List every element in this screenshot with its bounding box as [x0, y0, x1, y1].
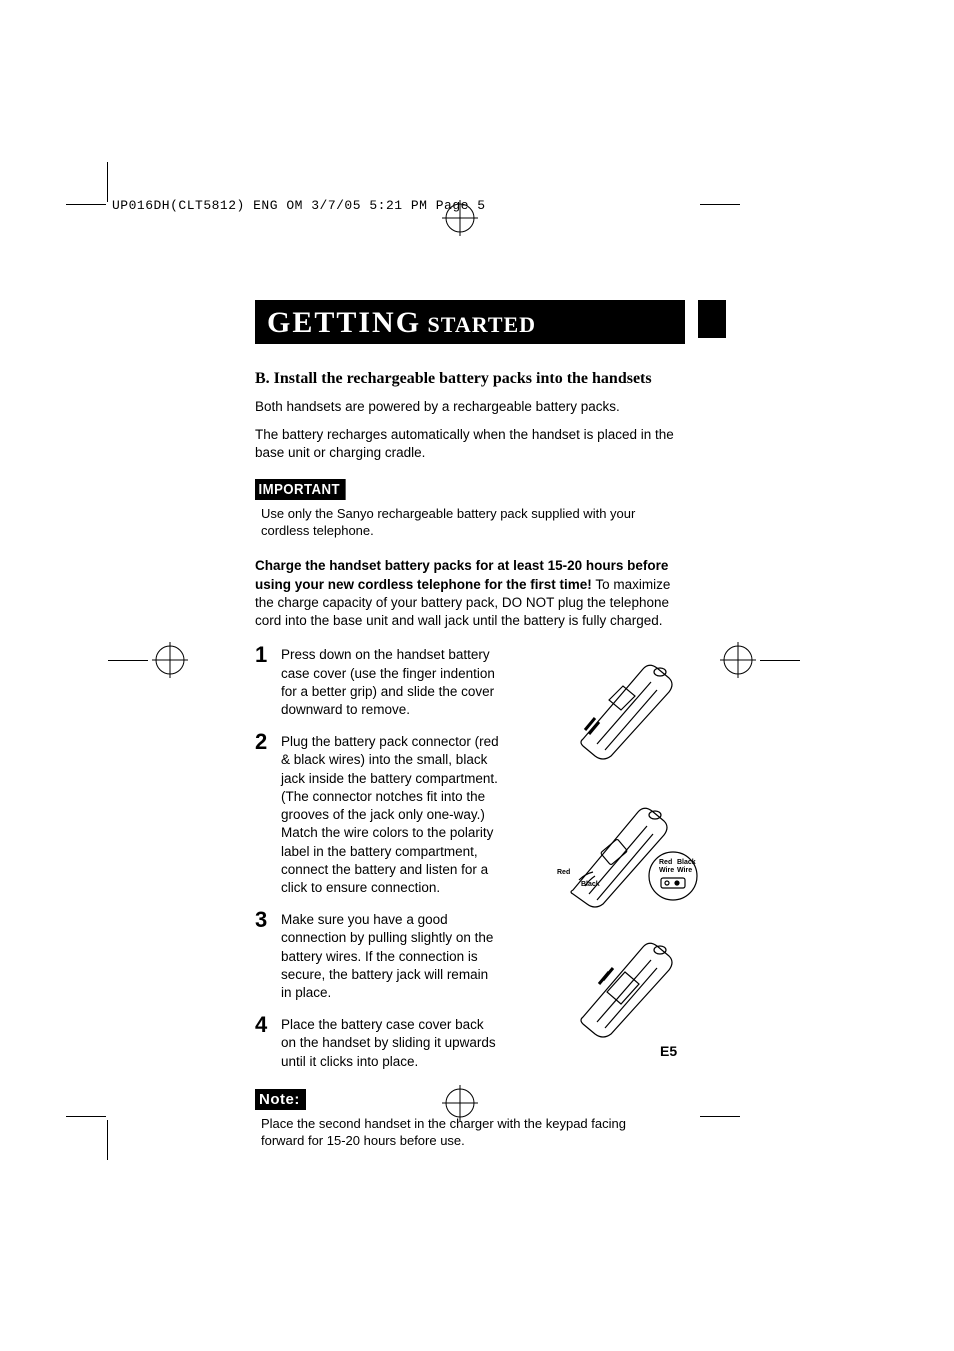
- chapter-small: STARTED: [421, 312, 536, 337]
- step-text: Make sure you have a good connection by …: [281, 909, 501, 1002]
- print-slug: UP016DH(CLT5812) ENG OM 3/7/05 5:21 PM P…: [112, 198, 486, 213]
- figure-2: Red Black Red Black Wire Wire: [543, 782, 703, 912]
- chapter-big: GETTING: [267, 306, 421, 339]
- step-text: Press down on the handset battery case c…: [281, 644, 501, 719]
- figure-3: [553, 922, 693, 1042]
- fig2-black-label: Black: [581, 881, 600, 888]
- page-content: GETTING STARTED B. Install the rechargea…: [255, 300, 685, 1150]
- step-text: Plug the battery pack connector (red & b…: [281, 731, 501, 897]
- svg-text:Black: Black: [677, 859, 696, 866]
- intro-2: The battery recharges automatically when…: [255, 426, 685, 462]
- crop-bl-v: [107, 1120, 108, 1160]
- crop-target-left: [152, 642, 188, 678]
- important-label: IMPORTANT: [255, 479, 345, 500]
- figure-1: [553, 644, 693, 764]
- fig2-red-label: Red: [557, 869, 570, 876]
- charge-note: Charge the handset battery packs for at …: [255, 557, 685, 630]
- crop-left-h: [108, 660, 148, 661]
- page-number: E5: [660, 1043, 677, 1059]
- intro-1: Both handsets are powered by a rechargea…: [255, 398, 685, 416]
- crop-tl-v: [107, 162, 108, 202]
- section-tab: [698, 300, 726, 338]
- svg-text:Wire: Wire: [659, 867, 674, 874]
- crop-br-h: [700, 1116, 740, 1117]
- note-label: Note:: [255, 1089, 306, 1110]
- crop-bl-h: [66, 1116, 106, 1117]
- step-num: 1: [255, 644, 281, 666]
- step-num: 3: [255, 909, 281, 931]
- step-num: 2: [255, 731, 281, 753]
- step-num: 4: [255, 1014, 281, 1036]
- chapter-banner: GETTING STARTED: [255, 300, 685, 344]
- crop-tr-h: [700, 204, 740, 205]
- crop-target-right: [720, 642, 756, 678]
- crop-right-h: [760, 660, 800, 661]
- svg-text:Wire: Wire: [677, 867, 692, 874]
- crop-tl-h: [66, 204, 106, 205]
- svg-text:Red: Red: [659, 859, 672, 866]
- note-text: Place the second handset in the charger …: [261, 1116, 685, 1150]
- section-title: B. Install the rechargeable battery pack…: [255, 370, 685, 388]
- steps-wrap: Red Black Red Black Wire Wire: [255, 644, 685, 1071]
- step-text: Place the battery case cover back on the…: [281, 1014, 501, 1071]
- important-text: Use only the Sanyo rechargeable battery …: [261, 506, 685, 540]
